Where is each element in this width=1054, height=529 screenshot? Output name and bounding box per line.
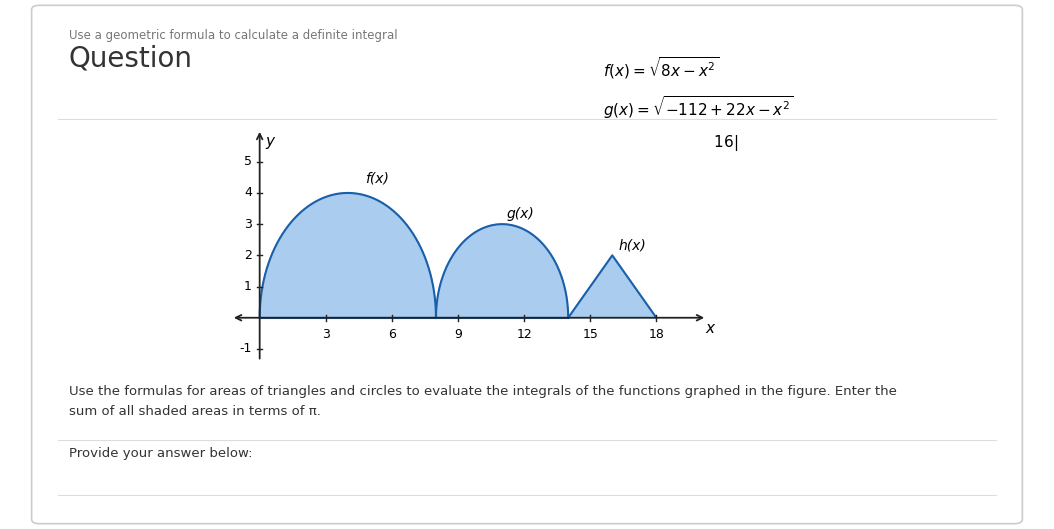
Text: g(x): g(x) xyxy=(507,207,534,221)
Polygon shape xyxy=(259,193,436,318)
Text: $h(x) = 2 - |x - 16|$: $h(x) = 2 - |x - 16|$ xyxy=(603,133,738,153)
Text: Question: Question xyxy=(69,45,193,73)
Text: x: x xyxy=(706,322,715,336)
Text: f(x): f(x) xyxy=(366,171,389,185)
Text: y: y xyxy=(266,134,274,149)
Text: 4: 4 xyxy=(245,186,252,199)
Text: 2: 2 xyxy=(245,249,252,262)
Text: -1: -1 xyxy=(239,342,252,355)
FancyBboxPatch shape xyxy=(32,5,1022,524)
Text: 1: 1 xyxy=(245,280,252,293)
Text: 9: 9 xyxy=(454,328,462,341)
Text: 6: 6 xyxy=(388,328,396,341)
Text: 5: 5 xyxy=(243,155,252,168)
Text: $f(x) = \sqrt{8x - x^2}$: $f(x) = \sqrt{8x - x^2}$ xyxy=(603,56,719,81)
Text: 12: 12 xyxy=(516,328,532,341)
Text: Provide your answer below:: Provide your answer below: xyxy=(69,447,252,460)
Text: Use the formulas for areas of triangles and circles to evaluate the integrals of: Use the formulas for areas of triangles … xyxy=(69,385,896,418)
Polygon shape xyxy=(436,224,568,318)
Text: 3: 3 xyxy=(321,328,330,341)
Text: 3: 3 xyxy=(245,217,252,231)
Polygon shape xyxy=(568,256,657,318)
Text: 18: 18 xyxy=(648,328,664,341)
Text: Use a geometric formula to calculate a definite integral: Use a geometric formula to calculate a d… xyxy=(69,29,397,42)
Text: $g(x) = \sqrt{-112 + 22x - x^2}$: $g(x) = \sqrt{-112 + 22x - x^2}$ xyxy=(603,94,794,121)
Text: 15: 15 xyxy=(582,328,599,341)
Text: h(x): h(x) xyxy=(619,238,647,252)
